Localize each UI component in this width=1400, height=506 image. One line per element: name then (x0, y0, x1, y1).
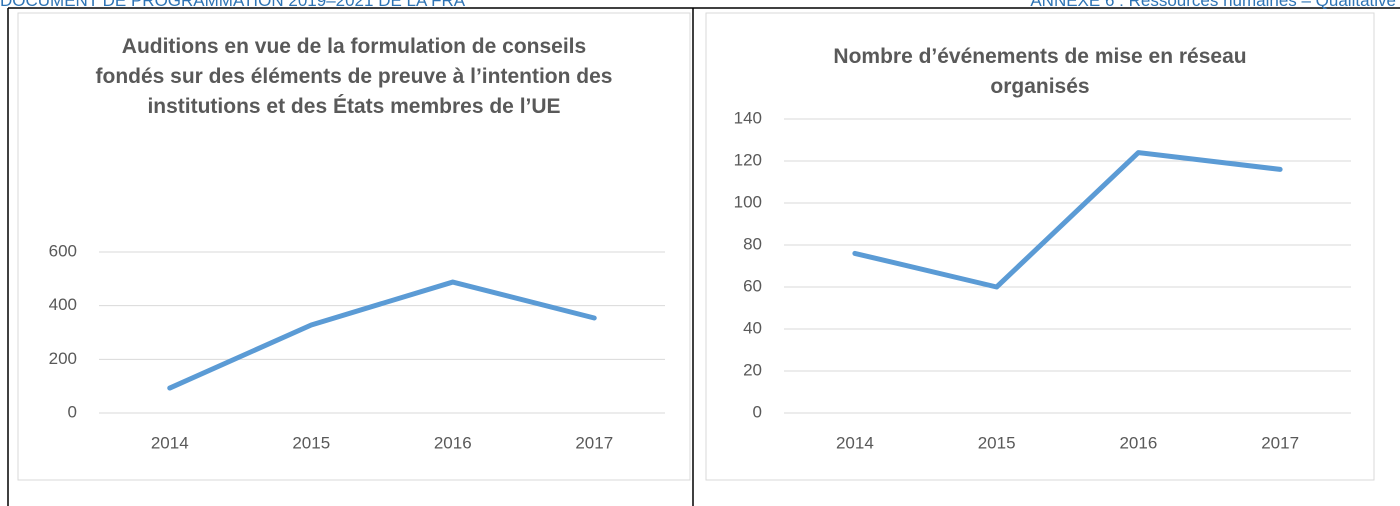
x-tick-label: 2014 (151, 433, 189, 452)
y-tick-label: 200 (49, 349, 77, 368)
y-tick-label: 0 (753, 402, 762, 421)
x-tick-label: 2014 (836, 433, 874, 452)
y-tick-label: 40 (743, 318, 762, 337)
y-tick-label: 0 (68, 402, 77, 421)
y-tick-label: 60 (743, 276, 762, 295)
x-tick-label: 2016 (1119, 433, 1157, 452)
x-tick-label: 2017 (1261, 433, 1299, 452)
y-tick-label: 120 (734, 150, 762, 169)
header-right: ANNEXE 6 : Ressources humaines – Qualita… (1030, 0, 1396, 10)
chart-title: Nombre d’événements de mise en réseau or… (833, 45, 1247, 98)
chart-box (17, 12, 691, 481)
y-tick-label: 100 (734, 192, 762, 211)
y-tick-label: 80 (743, 234, 762, 253)
x-tick-label: 2016 (434, 433, 472, 452)
chart-title: Auditions en vue de la formulation de co… (95, 35, 613, 118)
header-left: DOCUMENT DE PROGRAMMATION 2019–2021 DE L… (0, 0, 466, 10)
chart-box (705, 12, 1375, 481)
x-tick-label: 2015 (978, 433, 1016, 452)
y-tick-label: 20 (743, 360, 762, 379)
data-line (852, 150, 1283, 290)
y-tick-label: 400 (49, 295, 77, 314)
x-tick-label: 2015 (292, 433, 330, 452)
y-tick-label: 140 (734, 108, 762, 127)
x-tick-label: 2017 (575, 433, 613, 452)
data-line (167, 279, 597, 391)
y-tick-label: 600 (49, 241, 77, 260)
